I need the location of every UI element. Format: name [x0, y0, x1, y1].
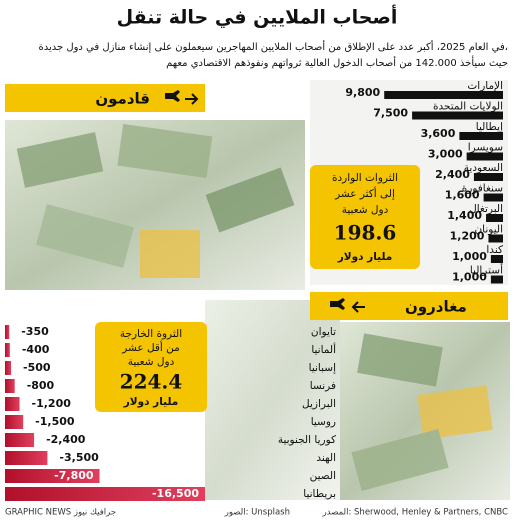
bar [490, 275, 503, 284]
category-label: سويسرا [468, 142, 503, 154]
category-label: الصين [310, 470, 336, 482]
bar [5, 469, 100, 483]
banknotes [16, 123, 295, 278]
bar [384, 91, 503, 99]
category-label: أستراليا [470, 263, 503, 277]
category-label: سنغافورة [462, 183, 503, 195]
value-label: 1,000 [452, 250, 487, 263]
photo-credit: الصور: Unsplash [224, 508, 290, 518]
plane-icon [330, 298, 345, 310]
bar [488, 234, 503, 243]
callout-box [95, 322, 207, 412]
callout-unit: مليار دولار [337, 251, 393, 263]
category-label: روسيا [311, 416, 336, 428]
category-label: فرنسا [310, 380, 336, 392]
callout-text: الثروة الخارجة [120, 328, 182, 340]
value-label: 3,600 [421, 127, 456, 140]
category-label: إيطاليا [476, 121, 503, 133]
value-label: 7,500 [373, 107, 408, 120]
bar [5, 415, 24, 429]
subtitle: في العام 2025، أكبر عدد على الإطلاق من أ… [38, 40, 508, 53]
subtitle: حيث سيأخذ 142.000 من أصحاب الدخول العالي… [166, 55, 508, 69]
credit: GRAPHIC NEWS جرافيك نيوز [5, 508, 116, 518]
photo-money [205, 300, 340, 500]
callout-unit: مليار دولار [123, 396, 179, 408]
category-label: بريطانيا [303, 488, 336, 500]
bar [5, 433, 35, 447]
category-label: الولايات المتحدة [433, 101, 503, 113]
value-label: -16,500 [152, 487, 199, 500]
callout-text: دول شعبية [342, 204, 389, 216]
bar [473, 173, 503, 181]
value-label: 1,600 [445, 189, 480, 202]
arrow-icon [351, 301, 365, 313]
departures-title: مغادرون [405, 298, 467, 316]
callout-text: دول شعبية [128, 356, 175, 368]
arrivals-title: قادمون [95, 90, 150, 108]
value-label: -1,200 [32, 397, 72, 410]
value-label: -1,500 [35, 415, 75, 428]
source: المصدر: Sherwood, Henley & Partners, CNB… [322, 508, 508, 518]
value-label: -2,400 [46, 433, 86, 446]
bar [5, 379, 15, 393]
category-label: تايوان [311, 326, 336, 338]
bar [466, 152, 503, 161]
category-label: الإمارات [467, 80, 503, 92]
value-label: 1,000 [452, 271, 487, 284]
value-label: 9,800 [345, 86, 380, 99]
category-label: اليونان [474, 224, 503, 236]
plane-icon [165, 90, 180, 102]
bar [483, 193, 503, 202]
value-label: 1,200 [450, 230, 485, 243]
value-label: -3,500 [59, 451, 99, 464]
value-label: -7,800 [54, 469, 94, 482]
bar [5, 343, 10, 357]
bar [5, 361, 12, 375]
category-label: كندا [486, 244, 503, 256]
category-label: البرازيل [302, 398, 336, 410]
value-label: 3,000 [428, 148, 463, 161]
category-label: الهند [316, 452, 336, 464]
category-label: ألمانيا [311, 342, 336, 356]
value-label: 2,400 [435, 168, 470, 181]
callout-text: إلى أكثر عشر [334, 186, 395, 200]
bar [5, 325, 10, 339]
category-label: البرتغال [469, 203, 503, 215]
title: أصحاب الملايين في حالة تنقل [117, 5, 398, 29]
bar [5, 397, 20, 411]
value-label: -500 [23, 361, 51, 374]
bar [459, 132, 503, 140]
category-label: كوريا الجنوبية [278, 434, 336, 446]
bar [5, 451, 48, 465]
arrow-icon [185, 93, 199, 105]
value-label: 1,400 [447, 209, 482, 222]
category-label: السعودية [464, 162, 503, 174]
bar [486, 214, 503, 222]
callout-text: الثروات الواردة [332, 172, 398, 184]
bar [5, 487, 205, 501]
banknotes [351, 333, 493, 491]
bar [490, 255, 503, 263]
value-label: -350 [21, 325, 49, 338]
callout-box [310, 165, 420, 269]
callout-amount: 198.6 [334, 221, 397, 245]
value-label: -800 [27, 379, 55, 392]
callout-amount: 224.4 [120, 370, 183, 394]
value-label: -400 [22, 343, 50, 356]
callout-text: من أقل عشر [121, 340, 180, 354]
bar [412, 111, 503, 120]
category-label: إسبانيا [309, 362, 336, 374]
